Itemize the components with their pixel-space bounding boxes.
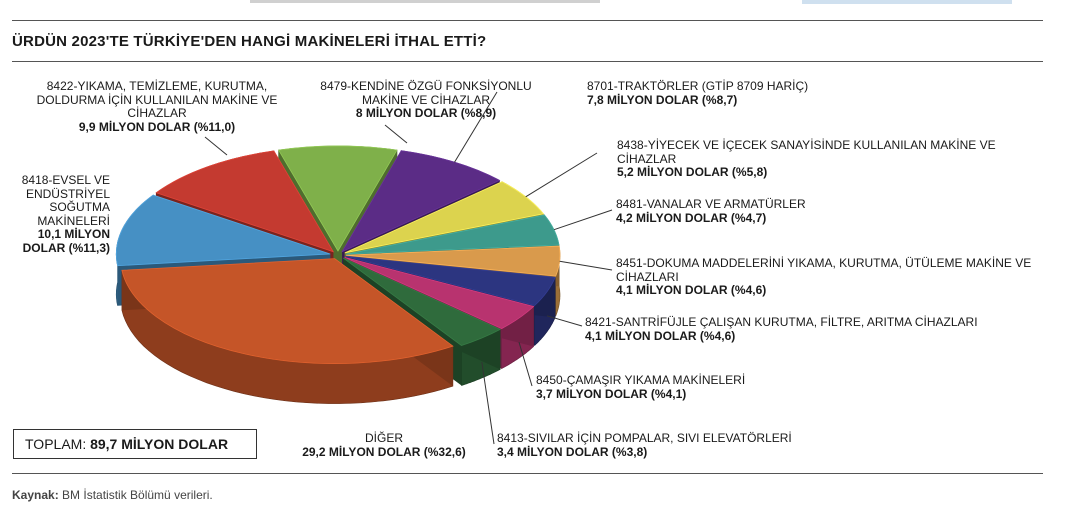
leader-line [525,152,598,198]
leader-line [546,315,583,327]
label-slice-8418: 8418-EVSEL VE ENDÜSTRİYEL SOĞUTMA MAKİNE… [12,173,110,255]
slice-label-value: 10,1 MİLYON DOLAR (%11,3) [22,227,110,255]
leader-line [204,136,228,156]
slice-label-name: 8438-YİYECEK VE İÇECEK SANAYİSİNDE KULLA… [617,138,996,166]
pie-slice [277,145,398,252]
label-slice-8701: 8701-TRAKTÖRLER (GTİP 8709 HARİÇ) 7,8 Mİ… [587,79,809,107]
slice-label-name: DİĞER [364,431,403,445]
leader-line [559,260,613,271]
slice-label-value: 4,1 MİLYON DOLAR (%4,6) [616,283,767,297]
slice-label-name: 8481-VANALAR VE ARMATÜRLER [616,197,806,211]
pie-slice [341,150,501,253]
leader-line [518,341,533,387]
label-slice-8438: 8438-YİYECEK VE İÇECEK SANAYİSİNDE KULLA… [617,138,1027,180]
slice-label-value: 9,9 MİLYON DOLAR (%11,0) [78,119,236,134]
pie-slice [115,194,331,267]
total-label: TOPLAM: [25,436,87,452]
pie-slice [345,214,560,255]
label-slice-8481: 8481-VANALAR VE ARMATÜRLER 4,2 MİLYON DO… [616,197,806,225]
label-slice-8450: 8450-ÇAMAŞIR YIKAMA MAKİNELERİ 3,7 MİLYO… [536,373,746,401]
slice-label-name: 8413-SIVILAR İÇİN POMPALAR, SIVI ELEVATÖ… [497,431,792,445]
top-strip [0,0,1068,8]
leader-lines [204,91,613,445]
slice-label-value: 8 MİLYON DOLAR (%8,9) [355,106,497,120]
leader-line [454,91,498,163]
slice-label-value: 4,2 MİLYON DOLAR (%4,7) [616,210,767,225]
pie-slice [345,255,556,306]
pie-slice [155,150,335,253]
slice-label-name: 8418-EVSEL VE ENDÜSTRİYEL SOĞUTMA MAKİNE… [21,173,110,228]
total-box: TOPLAM: 89,7 MİLYON DOLAR [13,429,257,459]
source-note: Kaynak: BM İstatistik Bölümü verileri. [12,488,213,502]
previous-highlight-strip [802,0,1012,4]
slice-label-name: 8450-ÇAMAŞIR YIKAMA MAKİNELERİ [536,373,746,387]
slice-label-value: 29,2 MİLYON DOLAR (%32,6) [302,444,466,459]
slice-label-value: 3,7 MİLYON DOLAR (%4,1) [536,386,687,401]
chart-title: ÜRDÜN 2023'TE TÜRKİYE'DEN HANGİ MAKİNELE… [12,33,487,50]
slice-label-name: 8422-YIKAMA, TEMİZLEME, KURUTMA, DOLDURM… [36,79,278,120]
slice-label-value: 4,1 MİLYON DOLAR (%4,6) [585,328,736,343]
slice-label-value: 3,4 MİLYON DOLAR (%3,8) [497,444,648,459]
label-slice-8451: 8451-DOKUMA MADDELERİNİ YIKAMA, KURUTMA,… [616,256,1046,298]
pie-slice [342,257,502,346]
slice-label-name: 8421-SANTRİFÜJLE ÇALIŞAN KURUTMA, FİLTRE… [585,315,978,329]
pie-top-layer [115,145,561,364]
leader-line [481,361,495,445]
slice-label-value: 5,2 MİLYON DOLAR (%5,8) [617,165,768,179]
label-slice-8479: 8479-KENDİNE ÖZGÜ FONKSİYONLU MAKİNE VE … [308,79,544,121]
previous-content-strip [250,0,600,3]
leader-line [553,209,613,231]
slice-label-name: 8479-KENDİNE ÖZGÜ FONKSİYONLU MAKİNE VE … [320,79,532,107]
pie-slice [121,258,454,364]
title-rule [12,61,1043,62]
pie-slice [344,256,535,330]
label-slice-8413: 8413-SIVILAR İÇİN POMPALAR, SIVI ELEVATÖ… [497,431,792,459]
label-slice-diger: DİĞER 29,2 MİLYON DOLAR (%32,6) [284,431,484,459]
source-label: Kaynak: [12,488,59,502]
source-text: BM İstatistik Bölümü verileri. [62,488,213,502]
total-value: 89,7 MİLYON DOLAR [90,436,229,452]
slice-label-name: 8701-TRAKTÖRLER (GTİP 8709 HARİÇ) [587,79,809,93]
bottom-rule [12,473,1043,474]
leader-line [384,124,408,144]
pie-slice [344,181,545,254]
slice-label-value: 7,8 MİLYON DOLAR (%8,7) [587,92,738,107]
label-slice-8422: 8422-YIKAMA, TEMİZLEME, KURUTMA, DOLDURM… [26,79,288,134]
label-slice-8421: 8421-SANTRİFÜJLE ÇALIŞAN KURUTMA, FİLTRE… [585,315,978,343]
top-rule [12,20,1043,21]
slice-label-name: 8451-DOKUMA MADDELERİNİ YIKAMA, KURUTMA,… [616,256,1032,284]
